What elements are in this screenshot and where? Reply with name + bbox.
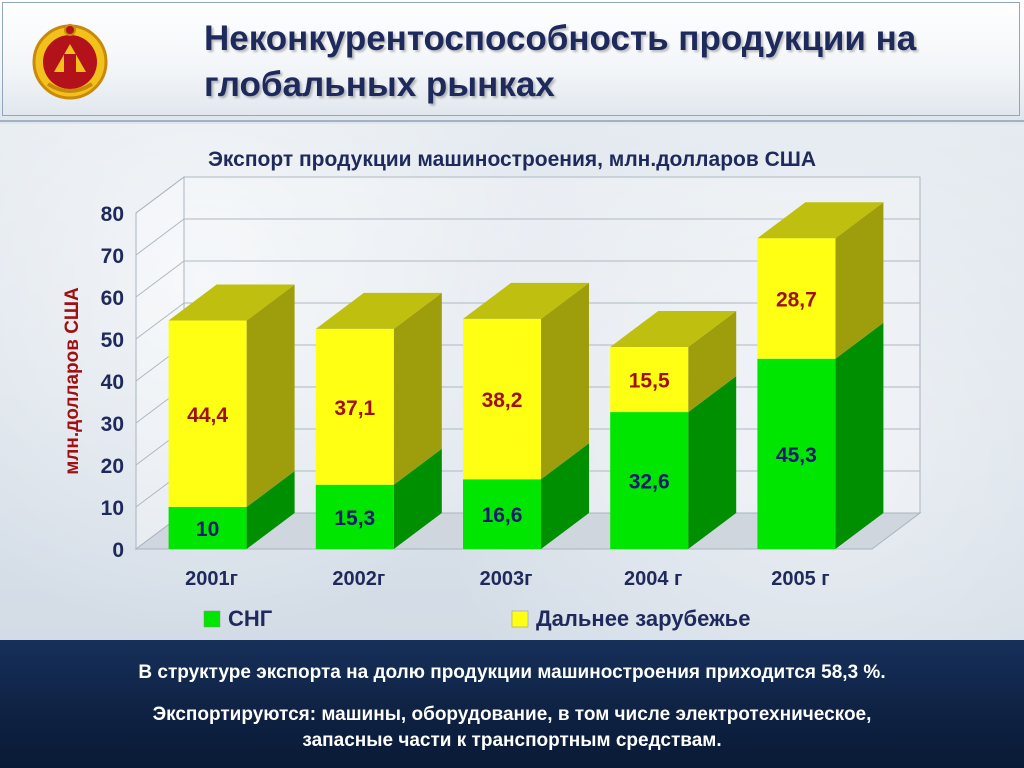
bar-top (610, 310, 737, 347)
title-line-1: Неконкурентоспособность продукции на (204, 19, 917, 58)
bar-side-far-abroad (541, 282, 589, 480)
bar-sng (168, 507, 247, 549)
gridline-side (135, 302, 185, 340)
y-tick-label: 30 (101, 413, 124, 436)
gridline-side (135, 176, 185, 214)
bar-side-sng (688, 376, 737, 549)
bar-side-far-abroad (393, 292, 442, 485)
bar-side-sng (393, 448, 442, 549)
bar-side-far-abroad (835, 202, 884, 359)
bar-far-abroad (757, 238, 836, 359)
data-label: 10 (196, 518, 219, 541)
chart-title: Экспорт продукции машиностроения, млн.до… (207, 148, 817, 171)
bar-top (463, 282, 589, 319)
bar-far-abroad (315, 328, 394, 485)
bar-sng (610, 412, 689, 549)
slide-header: Неконкурентоспособность продукции на гло… (0, 0, 1024, 122)
footer-exports-line-2: запасные части к транспортным средствам. (302, 730, 722, 751)
bar-side-far-abroad (246, 284, 295, 507)
stacked-bar-chart: 0 10 20 30 40 50 60 70 80 млн.долларов США 10 44,4 2… (62, 176, 922, 631)
bar-side-sng (246, 471, 295, 549)
legend-swatch (511, 610, 529, 628)
y-tick-label: 20 (101, 455, 124, 478)
bar-side-sng (835, 322, 884, 549)
bar-top (757, 202, 884, 239)
gridline-side (135, 218, 185, 256)
y-tick-label: 80 (101, 203, 124, 226)
gridline-side (135, 260, 185, 298)
data-label: 32,6 (629, 471, 670, 494)
bar-far-abroad (610, 346, 689, 413)
data-label: 15,5 (629, 370, 670, 393)
data-label: 15,3 (334, 507, 375, 530)
coat-of-arms-emblem (32, 24, 108, 100)
bar-side-far-abroad (688, 310, 737, 413)
bar-side-sng (541, 443, 589, 549)
y-tick-label: 60 (101, 287, 124, 310)
data-label: 37,1 (334, 397, 375, 420)
bar-sng (757, 358, 836, 549)
bar-top (168, 284, 295, 321)
title-line-2: глобальных рынках (204, 65, 555, 104)
data-label: 44,4 (187, 404, 228, 427)
footer-exports-line-1: Экспортируются: машины, оборудование, в … (152, 704, 872, 725)
legend-swatch (203, 610, 221, 628)
y-tick-label: 10 (101, 497, 124, 520)
bar-sng (315, 484, 394, 549)
footer-share-text: В структуре экспорта на долю продукции м… (138, 662, 886, 683)
legend-label: СНГ (228, 606, 273, 631)
x-tick-label: 2002г (332, 568, 385, 590)
x-tick-label: 2003г (480, 568, 533, 590)
slide-footer: В структуре экспорта на долю продукции м… (0, 640, 1024, 768)
slide-title: Неконкурентоспособность продукции на гло… (204, 16, 1004, 108)
bar-far-abroad (168, 320, 247, 507)
data-label: 38,2 (482, 389, 523, 412)
bar-sng (463, 479, 541, 549)
y-tick-label: 40 (101, 371, 124, 394)
x-tick-label: 2001г (185, 568, 238, 590)
x-tick-label: 2005 г (771, 568, 829, 590)
header-frame (2, 2, 1020, 116)
bar-far-abroad (463, 318, 541, 480)
y-tick-label: 50 (101, 329, 124, 352)
legend-label: Дальнее зарубежье (536, 606, 750, 631)
footer-exports-text: Экспортируются: машины, оборудование, в … (0, 702, 1024, 754)
y-tick-label: 0 (112, 539, 124, 562)
bar-top (315, 292, 442, 329)
data-label: 45,3 (776, 444, 817, 467)
y-axis-title: млн.долларов США (62, 287, 83, 475)
data-label: 28,7 (776, 288, 817, 311)
x-tick-label: 2004 г (624, 568, 682, 590)
y-tick-label: 70 (101, 245, 124, 268)
data-label: 16,6 (482, 504, 523, 527)
